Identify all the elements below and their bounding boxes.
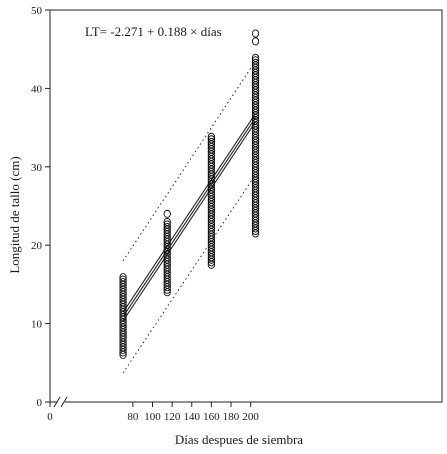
- data-point: [207, 137, 216, 146]
- y-tick-label: 10: [31, 319, 43, 331]
- confidence-band-lower-line: [122, 121, 256, 322]
- y-tick-label: 0: [37, 397, 43, 409]
- y-tick-label: 50: [31, 5, 43, 17]
- confidence-band-upper-line: [122, 113, 256, 313]
- y-axis-label: Longitud de tallo (cm): [7, 156, 22, 273]
- y-tick-label: 20: [31, 240, 43, 252]
- x-tick-label: 200: [242, 411, 259, 423]
- data-point: [119, 273, 127, 282]
- x-tick-label: 140: [184, 411, 201, 423]
- data-point: [119, 278, 127, 287]
- prediction-band-lower-line: [122, 174, 256, 374]
- x-axis-label: Días despues de siembra: [175, 432, 303, 447]
- x-tick-label: 180: [223, 411, 240, 423]
- data-point: [251, 58, 260, 67]
- data-point: [251, 56, 260, 65]
- data-point: [163, 209, 171, 218]
- data-point: [207, 135, 216, 144]
- data-point: [251, 29, 260, 38]
- x-tick-label: 120: [164, 411, 181, 423]
- data-point: [163, 220, 171, 229]
- plot-frame: [49, 9, 443, 403]
- y-tick-label: 40: [31, 83, 43, 95]
- data-point: [251, 53, 260, 62]
- data-point: [163, 222, 171, 232]
- x-tick-label: 160: [203, 411, 220, 423]
- regression-line: [122, 117, 256, 317]
- data-point: [251, 37, 260, 46]
- x-tick-label: 0: [47, 411, 53, 423]
- data-point: [119, 275, 127, 284]
- regression-equation: LT= -2.271 + 0.188 × días: [85, 24, 222, 39]
- y-tick-label: 30: [31, 162, 43, 174]
- axis-break-mark: [60, 396, 68, 408]
- prediction-band-upper-line: [122, 60, 256, 262]
- axis-break-gap: [57, 396, 65, 408]
- data-point: [163, 217, 171, 227]
- x-tick-label: 80: [127, 411, 139, 423]
- axis-break-mark: [53, 396, 61, 408]
- plot-area: 0 80 100 120 140 160 180 200 0 10 20 30 40 50: [31, 5, 443, 423]
- x-tick-label: 100: [144, 411, 161, 423]
- data-point: [207, 132, 216, 141]
